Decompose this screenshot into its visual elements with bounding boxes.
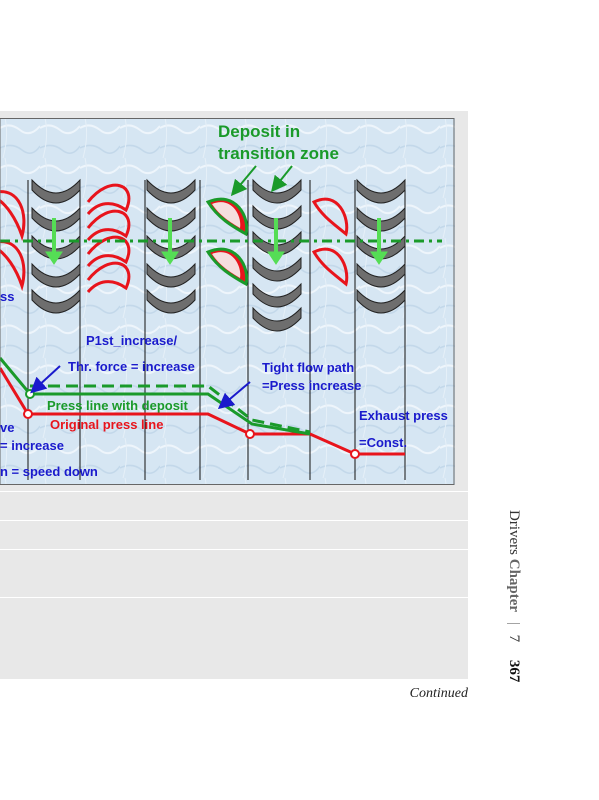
label-tight-flow: Tight flow path	[262, 360, 354, 375]
label-const: =Const.	[359, 435, 407, 450]
label-thr-force: Thr. force = increase	[68, 359, 195, 374]
label-ve: ve	[0, 420, 14, 435]
label-press-deposit: Press line with deposit	[47, 398, 189, 413]
label-original-press: Original press line	[50, 417, 163, 432]
tight-path-callout-arrow	[217, 381, 251, 410]
page-number: 367	[506, 659, 522, 683]
running-head: Drivers Chapter | 7 367	[505, 510, 522, 682]
table-row-divider	[0, 597, 468, 598]
label-speed-down: n = speed down	[0, 464, 98, 479]
running-head-chapter-word: Chapter	[506, 558, 522, 613]
turbine-deposit-figure: Deposit in transition zone ss P1st_incre…	[0, 118, 455, 485]
continued-note: Continued	[409, 686, 468, 701]
deposit-title: transition zone	[218, 144, 339, 163]
label-exhaust: Exhaust press	[359, 408, 448, 423]
press-line-markers	[23, 389, 360, 459]
running-head-title: Drivers	[506, 510, 522, 555]
running-head-chapter-number: 7	[506, 634, 522, 643]
label-p1st: P1st_increase/	[86, 333, 177, 348]
rotor-blades-stage-6	[311, 197, 349, 287]
deposit-title: Deposit in	[218, 122, 300, 141]
rotor-blades-stage-2	[86, 183, 131, 294]
table-row-divider	[0, 491, 468, 492]
deposit-callout-arrow	[271, 165, 293, 193]
table-row-divider	[0, 549, 468, 550]
label-tight-flow: =Press increase	[262, 378, 361, 393]
rotor-blades-with-deposit	[205, 197, 249, 287]
label-ss: ss	[0, 289, 14, 304]
label-eq-increase: = increase	[0, 438, 64, 453]
press-line-with-deposit	[0, 357, 311, 436]
thr-force-callout-arrow	[30, 365, 61, 394]
table-row-divider	[0, 520, 468, 521]
figure-frame	[0, 118, 455, 485]
flow-arrows	[45, 218, 388, 265]
running-head-separator: |	[506, 621, 522, 625]
rotor-blades-stage-0	[0, 190, 26, 292]
deposit-callout-arrow	[230, 165, 257, 197]
